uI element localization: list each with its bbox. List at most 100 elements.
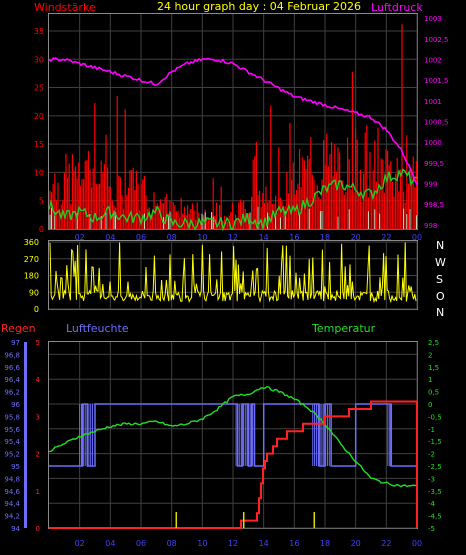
temperature-tick-label: -3,5 [428, 488, 442, 496]
x-tick-label-bottom: 08 [167, 539, 177, 548]
humidity-tick-label: 95,6 [4, 426, 20, 434]
direction-tick-label: 90 [29, 288, 39, 297]
pressure-tick-label: 1000,5 [424, 119, 449, 127]
x-tick-label-bottom: 20 [351, 539, 361, 548]
x-tick-label-bottom: 16 [289, 539, 299, 548]
humidity-tick-label: 94,6 [4, 488, 20, 496]
temperature-tick-label: -4,5 [428, 513, 442, 521]
temperature-tick-label: -5 [428, 525, 435, 533]
compass-w: W [435, 256, 446, 269]
x-tick-label-bottom: 00 [412, 539, 422, 548]
temperature-tick-label: -4 [428, 500, 436, 508]
temperature-line [48, 385, 418, 488]
wind-tick-label: 20 [34, 112, 44, 121]
rain-tick-label: 3 [36, 413, 40, 421]
wind-tick-label: 5 [39, 197, 44, 206]
x-tick-label-bottom: 12 [228, 539, 238, 548]
compass-n-bottom: N [436, 306, 444, 319]
temperature-tick-label: 1 [428, 376, 432, 384]
x-tick-label-top: 08 [167, 233, 177, 242]
x-tick-label-bottom: 22 [381, 539, 391, 548]
temperature-tick-label: 0 [428, 401, 432, 409]
pressure-tick-label: 999 [424, 181, 437, 189]
wind-tick-label: 0 [39, 225, 44, 234]
x-tick-label-top: 14 [259, 233, 269, 242]
rain-tick-label: 0 [36, 525, 40, 533]
compass-o: O [436, 290, 445, 303]
x-tick-label-top: 00 [412, 233, 422, 242]
pressure-tick-label: 1003 [424, 15, 442, 23]
humidity-tick-label: 94 [11, 525, 20, 533]
x-tick-label-top: 06 [136, 233, 146, 242]
wind-axis-title: Windstärke [34, 1, 96, 14]
humidity-tick-label: 95 [11, 463, 20, 471]
humidity-axis-bar [24, 342, 27, 528]
pressure-tick-label: 999,5 [424, 160, 444, 168]
x-tick-label-bottom: 10 [197, 539, 207, 548]
humidity-tick-label: 96,4 [4, 376, 20, 384]
x-tick-label-bottom: 02 [75, 539, 85, 548]
temperature-tick-label: 2,5 [428, 339, 439, 347]
x-tick-label-bottom: 04 [105, 539, 115, 548]
temperature-tick-label: -3 [428, 475, 435, 483]
x-tick-label-top: 22 [381, 233, 391, 242]
rain-tick-label: 1 [36, 488, 40, 496]
humidity-tick-label: 97 [11, 339, 20, 347]
x-tick-label-top: 20 [351, 233, 361, 242]
humidity-tick-label: 94,4 [4, 500, 20, 508]
x-tick-label-top: 18 [320, 233, 330, 242]
humidity-tick-label: 96,8 [4, 351, 20, 359]
humidity-tick-label: 94,8 [4, 475, 20, 483]
wind-tick-label: 15 [34, 140, 44, 149]
x-tick-label-top: 16 [289, 233, 299, 242]
temperature-tick-label: -1,5 [428, 438, 442, 446]
x-tick-label-top: 10 [197, 233, 207, 242]
pressure-tick-label: 998 [424, 222, 437, 230]
rain-axis-title: Regen [1, 322, 36, 335]
rain-tick-label: 5 [36, 339, 40, 347]
temperature-tick-label: 0,5 [428, 389, 439, 397]
humidity-tick-label: 96,6 [4, 364, 20, 372]
wind-tick-label: 35 [34, 27, 44, 36]
direction-tick-label: 0 [34, 305, 39, 314]
temperature-tick-label: -2,5 [428, 463, 442, 471]
humidity-tick-label: 95,8 [4, 413, 20, 421]
rain-event-marks [175, 512, 316, 528]
rain-tick-label: 2 [36, 451, 40, 459]
humidity-temperature-grid [49, 342, 418, 529]
pressure-tick-label: 1001 [424, 98, 442, 106]
wind-tick-label: 25 [34, 84, 44, 93]
humidity-axis-title: Luftfeuchte [66, 322, 129, 335]
humidity-tick-label: 96,2 [4, 389, 20, 397]
temperature-tick-label: -2 [428, 451, 435, 459]
direction-tick-label: 360 [24, 238, 39, 247]
avg-wind-line [48, 168, 418, 232]
temperature-tick-label: 2 [428, 351, 432, 359]
compass-s: S [436, 273, 443, 286]
pressure-tick-label: 998,5 [424, 201, 444, 209]
temperature-tick-label: -1 [428, 426, 435, 434]
wind-direction-line [49, 242, 417, 304]
pressure-line [48, 57, 418, 185]
pressure-tick-label: 1002,5 [424, 36, 449, 44]
pressure-tick-label: 1001,5 [424, 77, 449, 85]
compass-n-top: N [436, 239, 444, 252]
direction-tick-label: 270 [24, 255, 39, 264]
x-tick-label-bottom: 14 [259, 539, 269, 548]
chart-title: 24 hour graph day : 04 Februar 2026 [157, 0, 361, 13]
wind-gust-bars [49, 24, 417, 229]
temperature-tick-label: -0,5 [428, 413, 442, 421]
humidity-tick-label: 96 [11, 401, 20, 409]
x-tick-label-bottom: 18 [320, 539, 330, 548]
x-tick-label-top: 02 [75, 233, 85, 242]
x-tick-label-top: 12 [228, 233, 238, 242]
humidity-tick-label: 94,2 [4, 513, 20, 521]
axis-tick-labels: 02 04 06 08 10 12 14 16 18 20 22 000510152025303599… [4, 15, 448, 548]
pressure-tick-label: 1002 [424, 56, 442, 64]
wind-tick-label: 30 [34, 55, 44, 64]
temperature-axis-title: Temperatur [311, 322, 376, 335]
rain-tick-label: 4 [36, 376, 41, 384]
x-tick-label-bottom: 06 [136, 539, 146, 548]
